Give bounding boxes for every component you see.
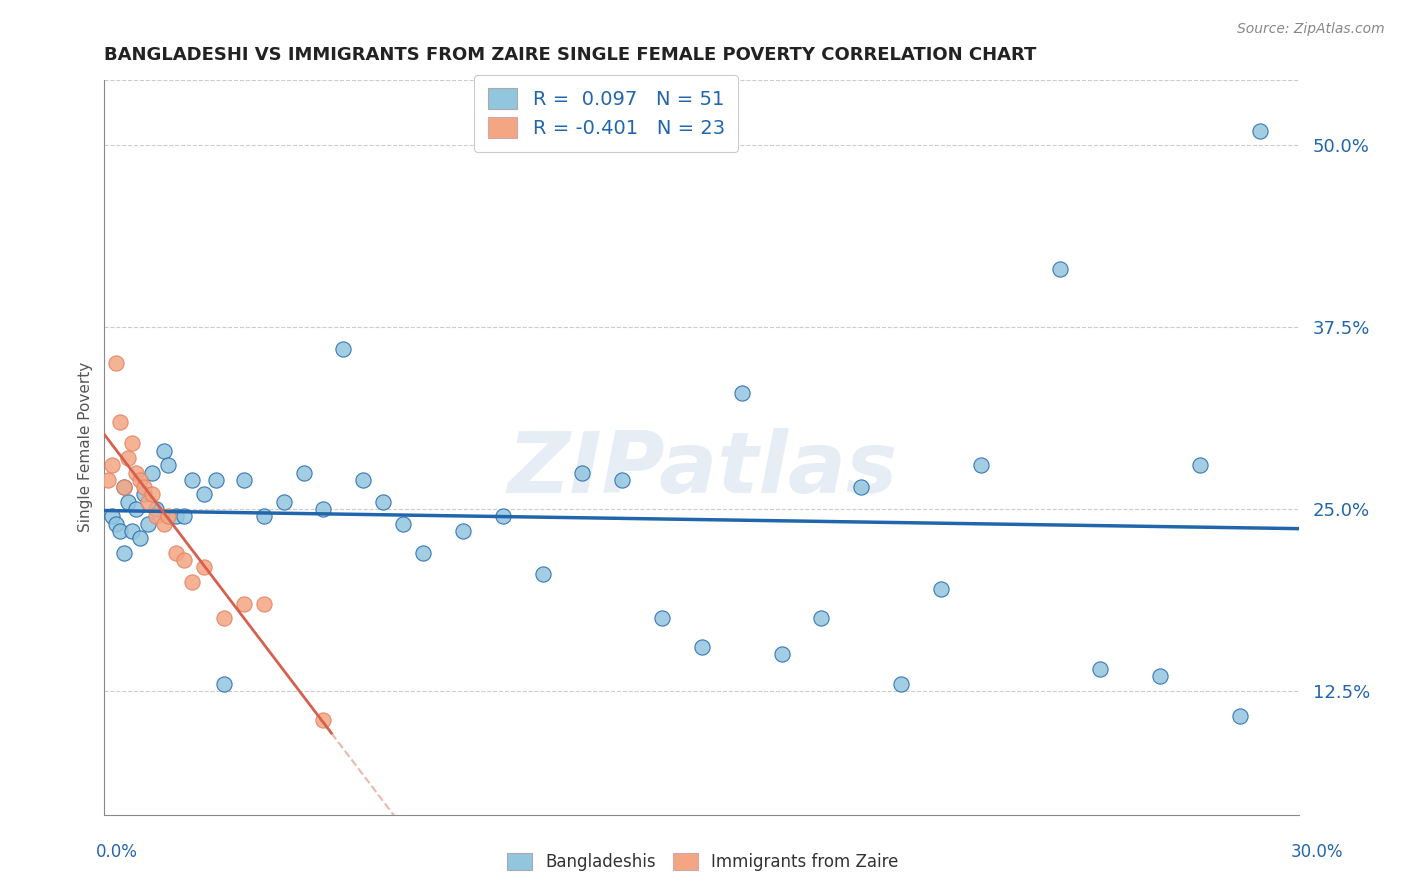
Point xyxy=(134,480,156,494)
Point xyxy=(181,574,204,589)
Point xyxy=(373,494,395,508)
Point xyxy=(312,502,335,516)
Point xyxy=(1188,458,1211,473)
Point xyxy=(141,487,163,501)
Point xyxy=(121,436,143,450)
Point xyxy=(153,443,176,458)
Point xyxy=(770,648,793,662)
Point xyxy=(1088,662,1111,676)
Point xyxy=(97,473,120,487)
Point xyxy=(492,509,515,524)
Point xyxy=(690,640,713,655)
Point xyxy=(136,516,159,531)
Point xyxy=(105,356,128,370)
Point xyxy=(165,546,187,560)
Point xyxy=(969,458,991,473)
Text: 0.0%: 0.0% xyxy=(96,843,138,861)
Point xyxy=(1049,261,1071,276)
Point xyxy=(110,524,132,538)
Point xyxy=(531,567,554,582)
Point xyxy=(101,458,124,473)
Point xyxy=(105,516,128,531)
Legend: Bangladeshis, Immigrants from Zaire: Bangladeshis, Immigrants from Zaire xyxy=(499,845,907,880)
Point xyxy=(112,546,135,560)
Point xyxy=(612,473,634,487)
Point xyxy=(232,473,254,487)
Point xyxy=(451,524,474,538)
Point xyxy=(193,560,215,574)
Point xyxy=(1249,123,1271,137)
Point xyxy=(212,611,235,625)
Point xyxy=(193,487,215,501)
Y-axis label: Single Female Poverty: Single Female Poverty xyxy=(79,362,93,533)
Point xyxy=(157,458,180,473)
Point xyxy=(173,553,195,567)
Point xyxy=(181,473,204,487)
Point xyxy=(810,611,832,625)
Point xyxy=(1229,708,1251,723)
Point xyxy=(145,509,167,524)
Point xyxy=(136,494,159,508)
Point xyxy=(101,509,124,524)
Point xyxy=(117,494,139,508)
Point xyxy=(929,582,952,596)
Text: ZIPatlas: ZIPatlas xyxy=(506,427,897,510)
Point xyxy=(253,597,276,611)
Legend: R =  0.097   N = 51, R = -0.401   N = 23: R = 0.097 N = 51, R = -0.401 N = 23 xyxy=(474,75,738,152)
Point xyxy=(121,524,143,538)
Point xyxy=(651,611,673,625)
Point xyxy=(212,676,235,690)
Point xyxy=(890,676,912,690)
Point xyxy=(112,480,135,494)
Text: 30.0%: 30.0% xyxy=(1291,843,1343,861)
Point xyxy=(571,466,593,480)
Point xyxy=(205,473,228,487)
Point xyxy=(134,487,156,501)
Point xyxy=(173,509,195,524)
Point xyxy=(110,415,132,429)
Point xyxy=(112,480,135,494)
Point xyxy=(125,502,148,516)
Point xyxy=(392,516,415,531)
Point xyxy=(157,509,180,524)
Point xyxy=(1149,669,1171,683)
Point xyxy=(253,509,276,524)
Point xyxy=(332,342,354,356)
Point xyxy=(165,509,187,524)
Point xyxy=(273,494,295,508)
Point xyxy=(153,516,176,531)
Point xyxy=(731,385,754,400)
Point xyxy=(851,480,873,494)
Point xyxy=(412,546,434,560)
Point xyxy=(352,473,374,487)
Point xyxy=(117,450,139,465)
Point xyxy=(129,531,152,545)
Point xyxy=(292,466,315,480)
Point xyxy=(129,473,152,487)
Point xyxy=(232,597,254,611)
Point xyxy=(125,466,148,480)
Point xyxy=(145,502,167,516)
Point xyxy=(141,466,163,480)
Text: Source: ZipAtlas.com: Source: ZipAtlas.com xyxy=(1237,22,1385,37)
Point xyxy=(312,713,335,727)
Text: BANGLADESHI VS IMMIGRANTS FROM ZAIRE SINGLE FEMALE POVERTY CORRELATION CHART: BANGLADESHI VS IMMIGRANTS FROM ZAIRE SIN… xyxy=(104,46,1036,64)
